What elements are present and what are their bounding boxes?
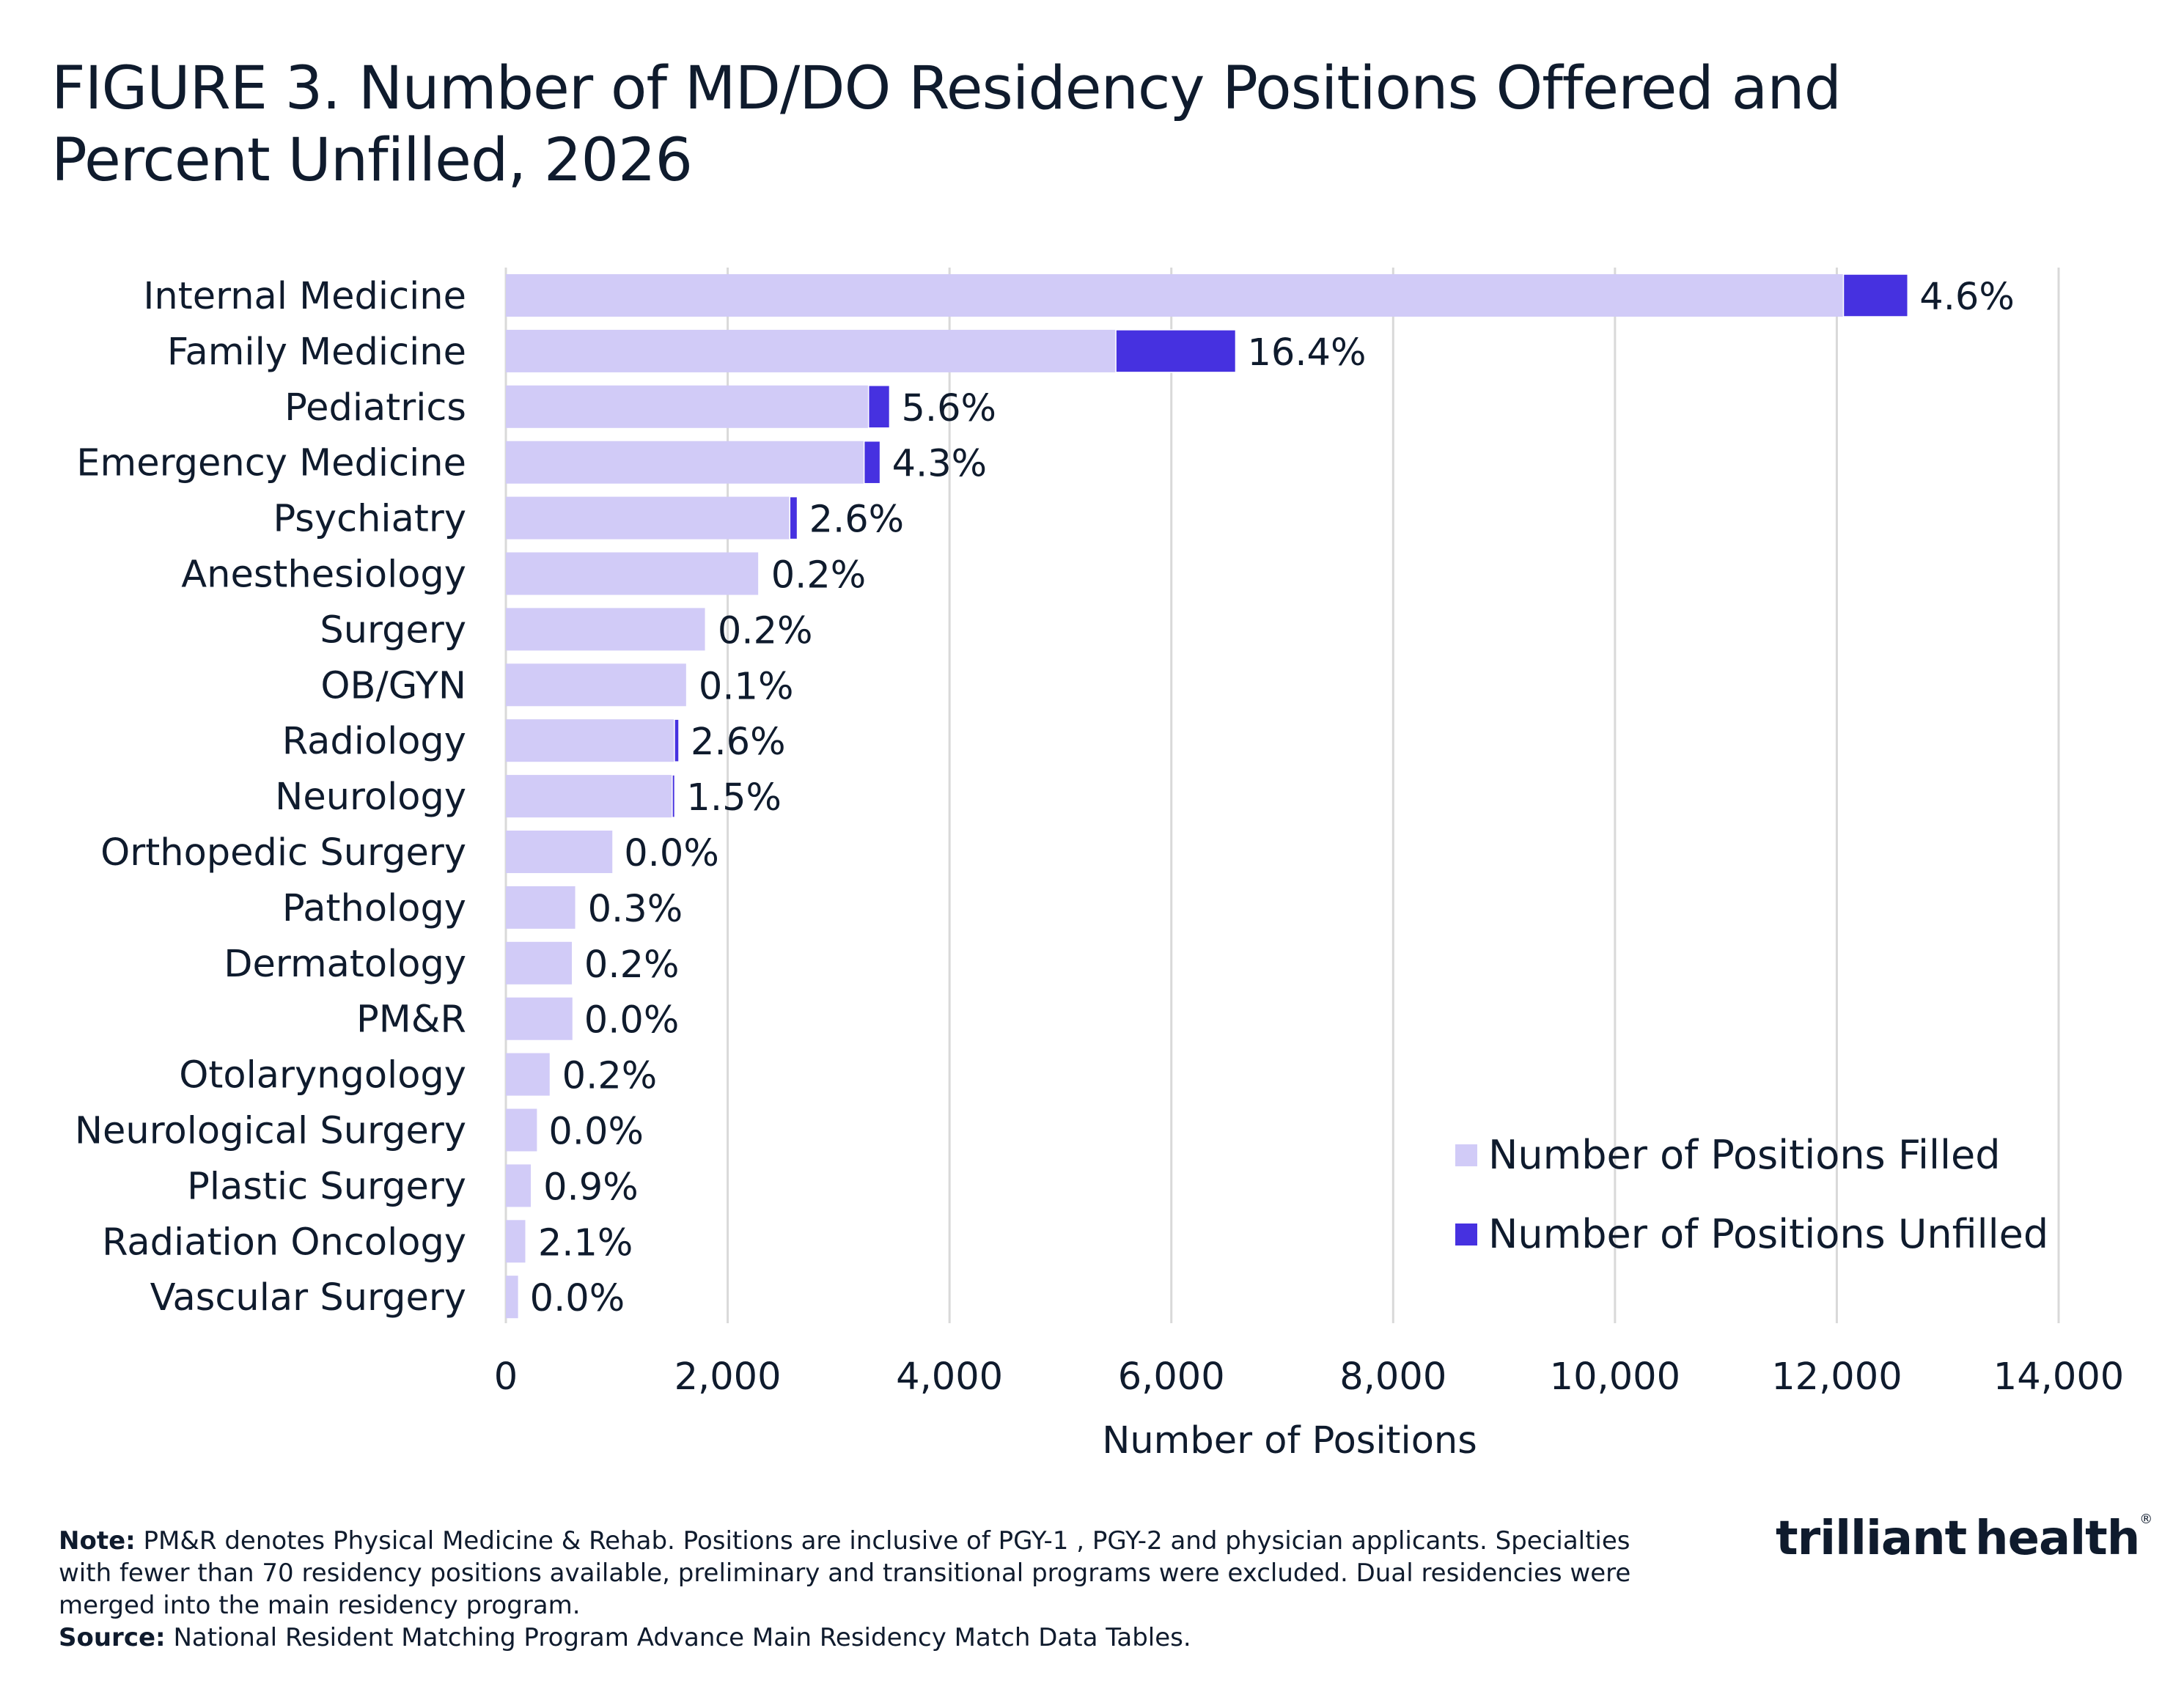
category-label: Neurology — [275, 776, 466, 819]
bar-filled — [506, 1276, 518, 1319]
category-label: Vascular Surgery — [150, 1276, 466, 1320]
bars — [506, 273, 1909, 1319]
bar-filled — [506, 941, 573, 985]
category-label: Otolaryngology — [179, 1054, 466, 1097]
bar-filled — [506, 385, 869, 428]
bar-filled — [506, 886, 576, 929]
logo-part1: trilliant — [1776, 1512, 1967, 1566]
category-label: Orthopedic Surgery — [100, 831, 466, 875]
bar-filled — [506, 719, 674, 762]
bar-filled — [506, 663, 687, 707]
source-text: National Resident Matching Program Advan… — [173, 1623, 1191, 1652]
x-tick-label: 0 — [494, 1355, 518, 1399]
bar-unfilled — [672, 774, 676, 818]
data-label: 0.2% — [718, 609, 813, 652]
category-label: Emergency Medicine — [76, 442, 466, 485]
logo-part2: health — [1975, 1512, 2140, 1566]
data-label: 0.0% — [548, 1111, 644, 1154]
x-tick-label: 6,000 — [1118, 1355, 1225, 1399]
bar-filled — [506, 441, 864, 484]
x-tick-label: 4,000 — [896, 1355, 1003, 1399]
category-label: Surgery — [320, 608, 466, 652]
data-label: 0.2% — [771, 554, 867, 597]
category-label: Dermatology — [224, 943, 466, 986]
bar-unfilled — [867, 385, 891, 429]
data-label: 2.1% — [538, 1221, 633, 1265]
trilliant-health-logo: trilliant health® — [1776, 1512, 2152, 1566]
bar-unfilled — [1115, 329, 1237, 373]
bar-unfilled — [863, 440, 881, 485]
gridlines — [504, 268, 2060, 1323]
category-labels: Internal Medicine Family Medicine Pediatri… — [75, 275, 466, 1320]
bar-filled — [506, 1053, 551, 1096]
data-label: 0.2% — [584, 943, 680, 987]
legend-label: Number of Positions Unfilled — [1488, 1211, 2048, 1257]
data-label: 4.3% — [892, 443, 988, 486]
data-label: 0.3% — [588, 888, 683, 931]
bar-unfilled — [1842, 273, 1909, 317]
data-label: 1.5% — [686, 776, 782, 820]
x-tick-label: 8,000 — [1339, 1355, 1446, 1399]
category-label: PM&R — [356, 998, 466, 1042]
x-axis-label: Number of Positions — [1102, 1419, 1477, 1462]
legend-swatch — [1455, 1144, 1477, 1166]
logo-mark: ® — [2139, 1512, 2152, 1527]
note-text: PM&R denotes Physical Medicine & Rehab. … — [59, 1526, 1631, 1620]
note-label: Note: — [59, 1526, 136, 1556]
bar-filled — [506, 831, 613, 873]
category-label: Radiology — [282, 720, 466, 763]
data-label: 0.0% — [530, 1277, 625, 1320]
category-label: OB/GYN — [320, 664, 466, 707]
category-label: Pathology — [282, 887, 466, 930]
x-tick-label: 10,000 — [1550, 1355, 1680, 1399]
category-label: Neurological Surgery — [75, 1110, 466, 1153]
data-label: 0.1% — [699, 665, 794, 708]
category-label: Family Medicine — [167, 331, 466, 374]
legend-label: Number of Positions Filled — [1488, 1132, 2001, 1178]
bar-chart: Internal Medicine Family Medicine Pediatri… — [75, 268, 2124, 1462]
bar-filled — [506, 775, 672, 818]
bar-filled — [506, 329, 1117, 372]
x-tick-label: 12,000 — [1771, 1355, 1902, 1399]
logo-hook-icon — [1966, 1512, 1975, 1566]
source-line: Source: National Resident Matching Progr… — [59, 1622, 1657, 1654]
footnote: Note: PM&R denotes Physical Medicine & R… — [59, 1525, 1657, 1654]
x-tick-label: 2,000 — [674, 1355, 782, 1399]
data-label: 5.6% — [901, 387, 996, 430]
legend: Number of Positions Filled Number of Posi… — [1455, 1132, 2048, 1257]
category-label: Anesthesiology — [181, 553, 466, 597]
data-label: 2.6% — [809, 498, 905, 542]
data-label: 4.6% — [1919, 276, 2015, 319]
bar-filled — [506, 608, 706, 651]
bar-filled — [506, 1220, 526, 1263]
bar-filled — [506, 552, 759, 595]
bar-filled — [506, 1164, 532, 1207]
x-tick-label: 14,000 — [1993, 1355, 2124, 1399]
data-label: 0.0% — [624, 832, 719, 875]
bar-filled — [506, 1108, 537, 1152]
data-label: 0.9% — [543, 1166, 639, 1209]
category-label: Internal Medicine — [143, 275, 466, 318]
category-label: Radiation Oncology — [102, 1221, 466, 1264]
bar-filled — [506, 274, 1844, 317]
data-label: 16.4% — [1247, 331, 1366, 375]
bar-unfilled — [789, 496, 798, 540]
bar-unfilled — [758, 551, 760, 596]
category-label: Pediatrics — [284, 386, 466, 430]
category-label: Plastic Surgery — [187, 1165, 466, 1208]
x-tick-labels: 0 2,000 4,000 6,000 8,000 10,000 12,000 14,000 — [494, 1355, 2124, 1399]
bar-unfilled — [674, 718, 680, 762]
bar-unfilled — [705, 607, 707, 652]
bar-filled — [506, 997, 573, 1040]
bar-filled — [506, 496, 790, 540]
chart-title: FIGURE 3. Number of MD/DO Residency Posi… — [51, 54, 1842, 195]
data-label: 0.0% — [584, 999, 680, 1042]
data-label: 0.2% — [562, 1055, 658, 1098]
data-labels: 4.6% 16.4% 5.6% 4.3% 2.6% 0.2% 0.2% 0.1% 2.6% 1.5… — [530, 276, 2015, 1320]
note-line: Note: PM&R denotes Physical Medicine & R… — [59, 1525, 1657, 1622]
data-label: 2.6% — [691, 721, 786, 764]
legend-swatch — [1455, 1224, 1477, 1245]
source-label: Source: — [59, 1623, 166, 1652]
category-label: Psychiatry — [273, 498, 466, 541]
